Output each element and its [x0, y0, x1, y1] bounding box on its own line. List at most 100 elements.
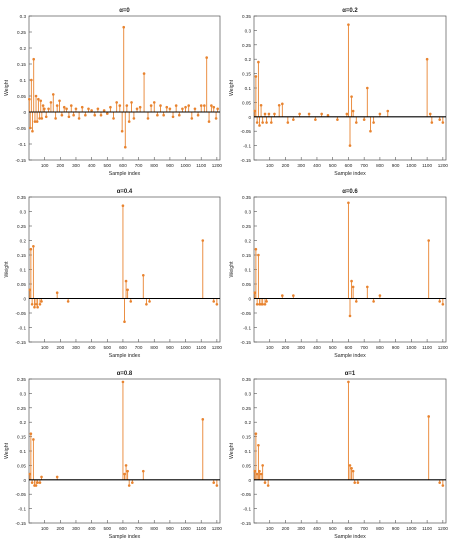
x-tick-label: 900 [392, 345, 400, 350]
data-point [37, 97, 40, 101]
data-point [149, 104, 153, 107]
y-tick-label: 0 [248, 115, 251, 120]
x-tick-label: 1200 [212, 163, 223, 168]
x-tick-label: 800 [376, 526, 384, 531]
data-point [39, 99, 43, 103]
data-point [366, 285, 369, 289]
y-axis-label: Weight [229, 79, 235, 96]
data-point [36, 481, 39, 484]
y-tick-label: -0.15 [241, 340, 252, 345]
data-point [351, 109, 355, 113]
data-point [38, 117, 41, 120]
data-point [348, 314, 352, 318]
x-tick-label: 600 [119, 526, 127, 531]
y-tick-label: 0.3 [20, 391, 27, 396]
y-tick-label: 0.15 [17, 435, 26, 440]
data-point [326, 114, 330, 117]
data-point [427, 415, 430, 418]
x-tick-label: 700 [360, 163, 368, 168]
chart-panel: -0.15 -0.1 -0.05 0 0.05 0.1 0.15 0.2 0.25 0.3 0.35… [229, 8, 448, 177]
data-point [259, 472, 263, 476]
data-point [171, 115, 175, 119]
x-tick-label: 300 [297, 526, 305, 531]
y-tick-label: 0.05 [17, 463, 26, 468]
x-tick-label: 1100 [196, 526, 206, 531]
x-tick-label: 600 [119, 163, 127, 168]
data-point [126, 288, 129, 292]
data-point [263, 303, 267, 306]
panel-title: α=0.4 [117, 189, 133, 195]
y-axis-label: Weight [4, 442, 10, 459]
data-point [281, 102, 284, 106]
data-point [141, 274, 145, 277]
data-point [212, 105, 216, 109]
x-tick-label: 900 [392, 163, 400, 168]
data-point [214, 117, 218, 120]
x-tick-label: 1000 [180, 163, 191, 168]
y-tick-label: 0.1 [245, 449, 252, 454]
x-tick-label: 400 [313, 526, 321, 531]
data-point [258, 469, 261, 473]
data-point [36, 305, 39, 309]
data-point [47, 107, 50, 111]
data-point [28, 126, 32, 130]
panel-title: α=0 [119, 8, 130, 14]
y-tick-label: -0.05 [16, 126, 27, 131]
y-tick-label: -0.15 [16, 340, 27, 345]
data-point [62, 105, 66, 109]
x-axis-label: Sample index [334, 171, 366, 177]
data-point [286, 121, 290, 124]
data-point [156, 113, 159, 117]
y-tick-label: 0.3 [20, 14, 27, 19]
x-tick-label: 1200 [212, 526, 223, 531]
data-point [351, 469, 355, 473]
plot-frame [253, 378, 447, 524]
data-point [38, 481, 42, 484]
data-point [31, 129, 34, 133]
data-point [112, 117, 115, 120]
data-point [124, 279, 128, 283]
y-tick-label: -0.15 [241, 521, 252, 526]
y-tick-label: -0.15 [16, 158, 27, 163]
data-point [428, 112, 432, 116]
y-tick-label: 0.25 [242, 224, 251, 229]
data-point [124, 464, 128, 467]
data-point [30, 78, 33, 82]
data-point [366, 86, 369, 90]
data-point [438, 481, 442, 484]
data-point [123, 320, 126, 324]
x-tick-label: 100 [41, 163, 49, 168]
x-tick-label: 800 [376, 163, 384, 168]
data-point [350, 95, 353, 98]
y-tick-label: -0.1 [243, 507, 251, 512]
data-point [72, 113, 75, 117]
y-tick-label: 0 [23, 478, 26, 483]
y-tick-label: 0.2 [245, 420, 252, 425]
y-tick-label: 0.3 [245, 28, 252, 33]
data-point [55, 475, 59, 479]
data-point [190, 117, 194, 120]
data-point [257, 60, 260, 64]
data-point [193, 107, 197, 111]
y-tick-label: -0.1 [18, 507, 26, 512]
x-tick-label: 900 [166, 163, 174, 168]
data-point [441, 303, 445, 306]
data-point [41, 104, 45, 107]
data-point [307, 112, 311, 116]
data-point [216, 107, 219, 111]
data-point [314, 118, 317, 121]
data-point [441, 484, 445, 487]
data-point [67, 115, 71, 119]
x-tick-label: 600 [345, 345, 353, 350]
data-point [44, 115, 48, 119]
data-point [254, 432, 258, 436]
x-tick-label: 900 [392, 526, 400, 531]
data-point [105, 112, 109, 115]
x-tick-label: 800 [150, 526, 158, 531]
data-point [33, 120, 37, 123]
data-point [255, 472, 259, 476]
data-point [372, 300, 375, 303]
data-point [165, 105, 169, 109]
plot-frame [28, 378, 221, 524]
x-axis-label: Sample index [109, 534, 141, 540]
